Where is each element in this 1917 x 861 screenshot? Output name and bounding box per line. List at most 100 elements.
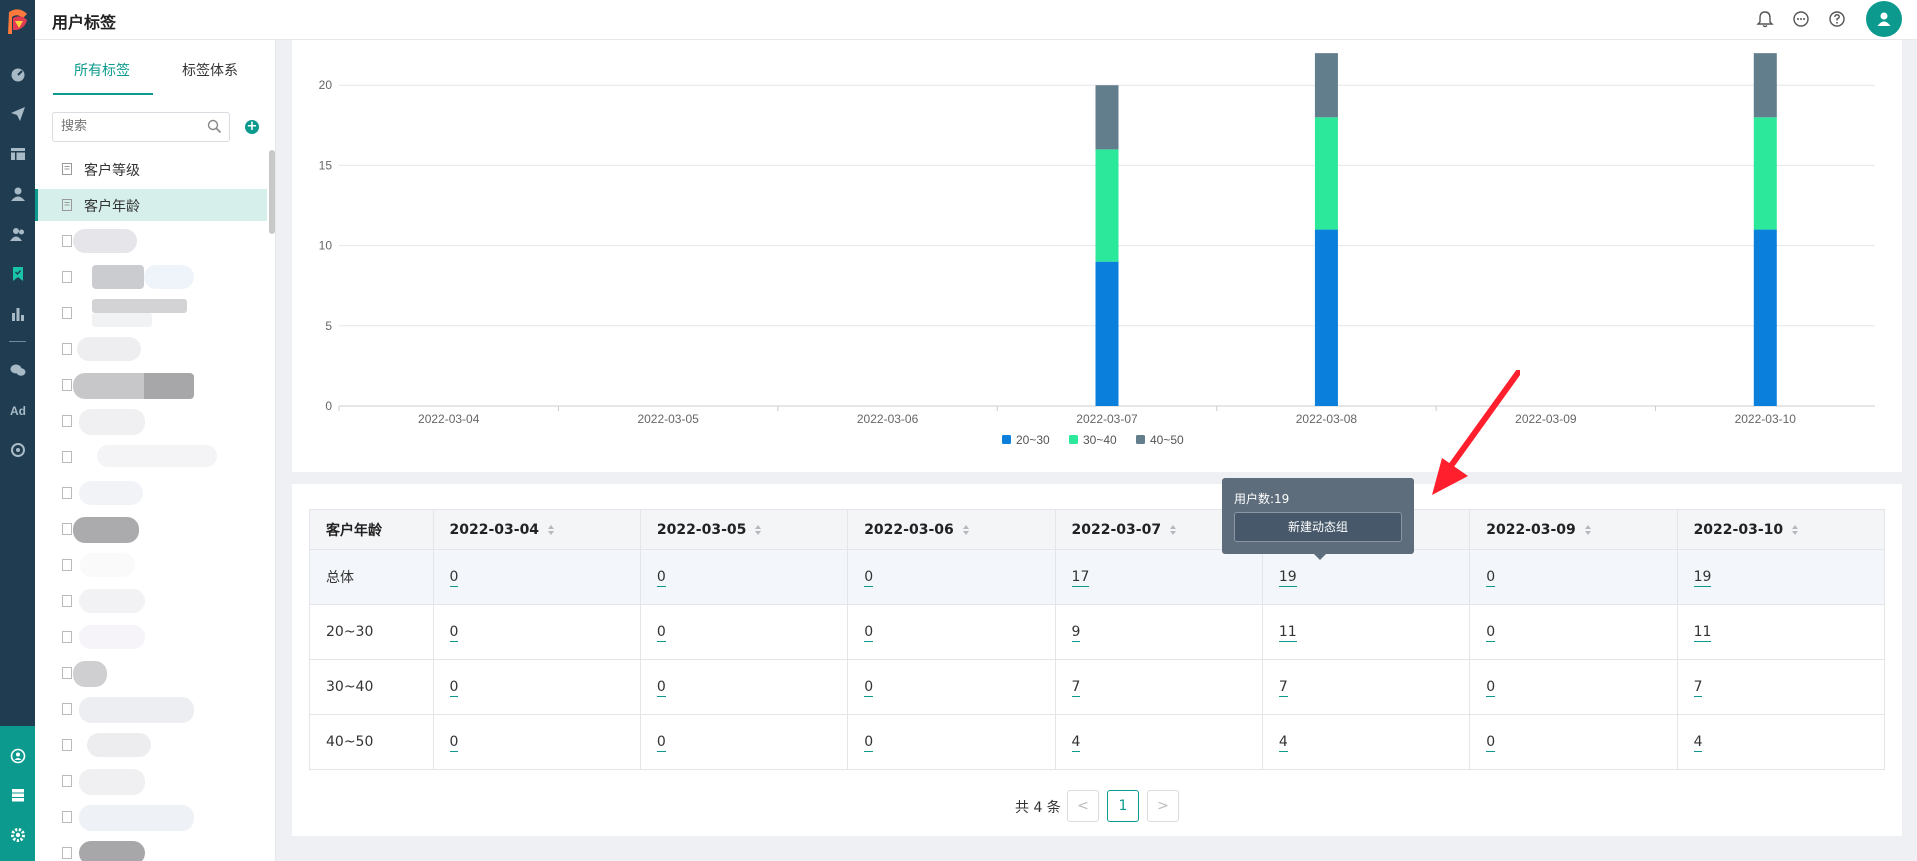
- sort-icon[interactable]: [1169, 524, 1177, 536]
- table-header-cell[interactable]: 2022-03-06: [847, 509, 1056, 550]
- user-count-link[interactable]: 19: [1278, 569, 1297, 587]
- sort-icon[interactable]: [754, 524, 762, 536]
- user-count-link[interactable]: 19: [1693, 569, 1712, 587]
- label-item-customer-age[interactable]: 客户年龄: [35, 189, 267, 221]
- prev-page-button[interactable]: <: [1067, 790, 1099, 822]
- sidebar-scrollbar[interactable]: [269, 150, 275, 234]
- redacted-label-item[interactable]: [35, 549, 267, 581]
- sort-icon[interactable]: [547, 524, 555, 536]
- table-header-cell[interactable]: 2022-03-09: [1469, 509, 1678, 550]
- user-count-link[interactable]: 0: [1486, 679, 1496, 697]
- settings-icon[interactable]: [8, 825, 28, 845]
- user-count-link[interactable]: 7: [1278, 679, 1288, 697]
- user-count-link[interactable]: 9: [1071, 624, 1081, 642]
- user-count-link[interactable]: 0: [656, 679, 666, 697]
- redacted-label-item[interactable]: [35, 801, 267, 833]
- user-count-link[interactable]: 0: [449, 679, 459, 697]
- layout-icon[interactable]: [8, 144, 28, 164]
- tab-label-system[interactable]: 标签体系: [182, 63, 238, 79]
- x-tick-label: 2022-03-04: [418, 412, 480, 426]
- help-icon[interactable]: [1828, 10, 1846, 28]
- page-button[interactable]: 1: [1107, 790, 1139, 822]
- next-page-button[interactable]: >: [1147, 790, 1179, 822]
- redacted-label-item[interactable]: [35, 333, 267, 365]
- table-cell: 9: [1054, 604, 1263, 660]
- pagination: 共 4 条 < 1 >: [292, 790, 1902, 822]
- redacted-label-item[interactable]: [35, 729, 267, 761]
- user-count-link[interactable]: 0: [1486, 624, 1496, 642]
- user-count-link[interactable]: 11: [1693, 624, 1712, 642]
- table-cell: 0: [432, 659, 641, 715]
- redacted-label-item[interactable]: [35, 225, 267, 257]
- user-count-link[interactable]: 0: [864, 734, 874, 752]
- table-row: 40~50 0 0 0 4 4 0 4: [309, 714, 1886, 770]
- user-count-link[interactable]: 0: [864, 624, 874, 642]
- legend-swatch: [1069, 435, 1078, 444]
- top-header: 用户标签: [35, 0, 1917, 40]
- tab-all-labels[interactable]: 所有标签: [74, 63, 130, 79]
- user-count-link[interactable]: 7: [1693, 679, 1703, 697]
- database-icon[interactable]: [8, 785, 28, 805]
- redacted-label-item[interactable]: [35, 657, 267, 689]
- user-count-link[interactable]: 0: [864, 679, 874, 697]
- user-count-link[interactable]: 17: [1071, 569, 1090, 587]
- user-count-link[interactable]: 0: [864, 569, 874, 587]
- y-tick-label: 15: [319, 158, 333, 172]
- table-cell: 0: [847, 659, 1056, 715]
- send-icon[interactable]: [8, 104, 28, 124]
- redacted-label-item[interactable]: [35, 477, 267, 509]
- loop-icon[interactable]: [8, 440, 28, 460]
- sort-icon[interactable]: [962, 524, 970, 536]
- redacted-label-item[interactable]: [35, 261, 267, 293]
- bar-chart-icon[interactable]: [8, 304, 28, 324]
- table-header-cell[interactable]: 2022-03-10: [1676, 509, 1886, 550]
- message-icon[interactable]: [1792, 10, 1810, 28]
- redacted-label-item[interactable]: [35, 765, 267, 797]
- sort-icon[interactable]: [1791, 524, 1799, 536]
- create-dynamic-group-button[interactable]: 新建动态组: [1234, 512, 1402, 542]
- redacted-label-item[interactable]: [35, 405, 267, 437]
- user-count-link[interactable]: 0: [449, 624, 459, 642]
- user-icon[interactable]: [8, 184, 28, 204]
- redacted-label-item[interactable]: [35, 513, 267, 545]
- user-count-link[interactable]: 0: [1486, 569, 1496, 587]
- user-count-link[interactable]: 4: [1693, 734, 1703, 752]
- add-label-button[interactable]: +: [245, 119, 259, 134]
- user-count-link[interactable]: 0: [656, 569, 666, 587]
- tag-icon: [62, 703, 72, 715]
- redacted-label-item[interactable]: [35, 441, 267, 473]
- label-item-customer-level[interactable]: 客户等级: [35, 153, 267, 185]
- user-count-link[interactable]: 7: [1071, 679, 1081, 697]
- search-icon[interactable]: [207, 119, 222, 134]
- user-count-link[interactable]: 0: [1486, 734, 1496, 752]
- user-count-link[interactable]: 0: [656, 734, 666, 752]
- redacted-label-item[interactable]: [35, 585, 267, 617]
- wechat-icon[interactable]: [8, 360, 28, 380]
- user-count-link[interactable]: 0: [449, 569, 459, 587]
- dashboard-icon[interactable]: [8, 64, 28, 84]
- user-count-link[interactable]: 4: [1071, 734, 1081, 752]
- redacted-label-item[interactable]: [35, 837, 267, 861]
- ad-icon[interactable]: Ad: [8, 401, 28, 421]
- table-cell: 7: [1261, 659, 1471, 715]
- redacted-label-item[interactable]: [35, 693, 267, 725]
- tag-icon: [62, 487, 72, 499]
- users-icon[interactable]: [8, 224, 28, 244]
- user-count-link[interactable]: 0: [449, 734, 459, 752]
- user-count-link[interactable]: 0: [656, 624, 666, 642]
- search-input[interactable]: [61, 113, 201, 139]
- user-count-link[interactable]: 11: [1278, 624, 1297, 642]
- user-avatar-icon[interactable]: [1866, 1, 1902, 37]
- user-count-link[interactable]: 4: [1278, 734, 1288, 752]
- table-header-cell[interactable]: 2022-03-04: [432, 509, 641, 550]
- bookmark-icon[interactable]: [8, 264, 28, 284]
- table-header-cell[interactable]: 2022-03-05: [639, 509, 849, 550]
- bell-icon[interactable]: [1756, 10, 1774, 28]
- team-icon[interactable]: [8, 746, 28, 766]
- app-logo-icon[interactable]: [5, 8, 31, 38]
- rail-bottom-panel: [0, 726, 35, 861]
- sort-icon[interactable]: [1584, 524, 1592, 536]
- redacted-label-item[interactable]: [35, 297, 267, 329]
- redacted-label-item[interactable]: [35, 369, 267, 401]
- redacted-label-item[interactable]: [35, 621, 267, 653]
